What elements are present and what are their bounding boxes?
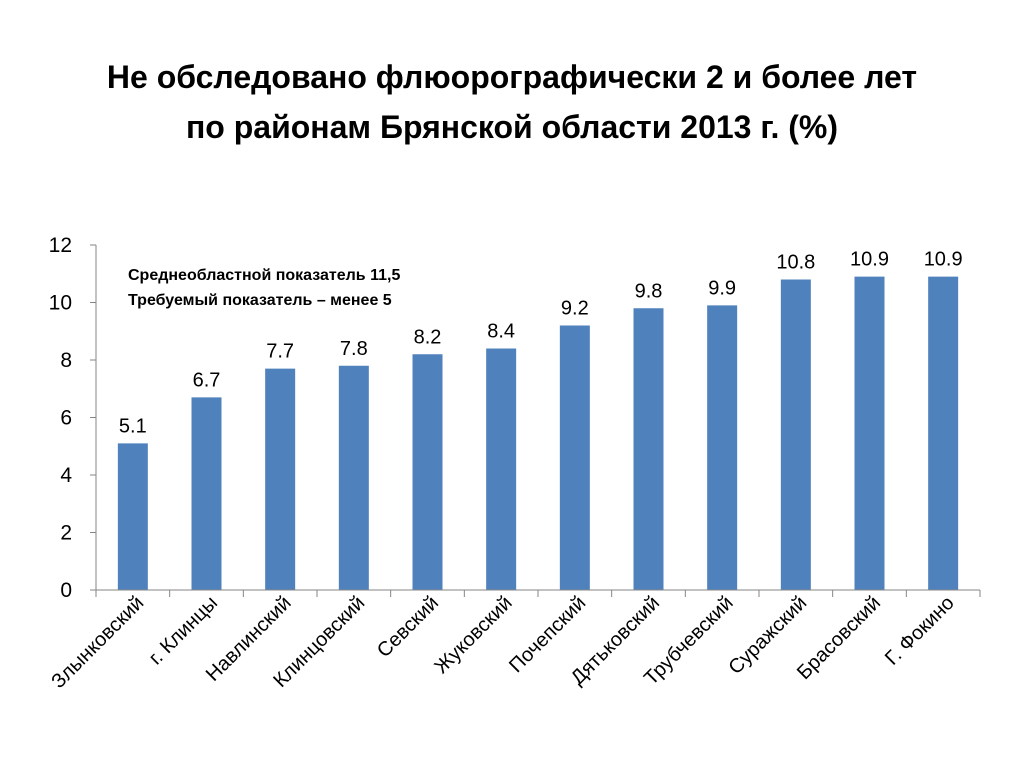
category-label: г. Клинцы [145,592,222,669]
annotation-required-value: Требуемый показатель – менее 5 [128,292,392,309]
annotation-regional-average: Среднеобластной показатель 11,5 [128,267,401,284]
bar [412,354,443,590]
title-line-2: по районам Брянской области 2013 г. (%) [185,109,839,145]
y-tick-label: 12 [49,234,72,257]
bar [265,368,296,590]
data-label: 10.8 [776,252,815,274]
data-label: 9.9 [708,277,736,299]
category-label: Злынковский [47,592,148,693]
data-label: 10.9 [850,249,889,271]
chart-annotation: Среднеобластной показатель 11,5 Требуемы… [128,263,400,313]
y-axis: 0 2 4 6 8 10 12 [49,234,97,602]
y-tick-label: 6 [60,407,72,430]
slide-title: Не обследовано флюорографически 2 и боле… [40,52,984,152]
data-label: 5.1 [119,415,147,437]
bar [486,348,517,590]
category-label: Жуковский [431,592,517,678]
y-tick-label: 2 [60,522,72,545]
y-tick-label: 10 [49,292,72,315]
bar [854,276,885,590]
data-label: 7.8 [340,338,368,360]
bar [928,276,959,590]
title-line-1: Не обследовано флюорографически 2 и боле… [106,59,918,95]
data-label: 8.2 [414,326,442,348]
data-label: 10.9 [924,249,963,271]
data-label: 7.7 [266,341,294,363]
category-label: Г. Фокино [881,592,959,670]
bar [338,365,369,590]
bar [633,308,664,590]
bars: 5.1 6.7 7.7 7.8 8.2 8.4 9.2 9.8 9.9 10.8 10.9 10.9 [117,249,963,590]
category-label: Севский [373,592,443,662]
data-label: 8.4 [487,321,515,343]
y-tick-label: 4 [60,464,72,487]
data-label: 6.7 [193,369,221,391]
y-tick-label: 0 [60,579,72,602]
bar [559,325,590,590]
bar [191,397,222,590]
bar [117,443,148,590]
bar [780,279,811,590]
data-label: 9.8 [635,280,663,302]
bar [707,305,738,590]
data-label: 9.2 [561,298,589,320]
y-tick-label: 8 [60,349,72,372]
